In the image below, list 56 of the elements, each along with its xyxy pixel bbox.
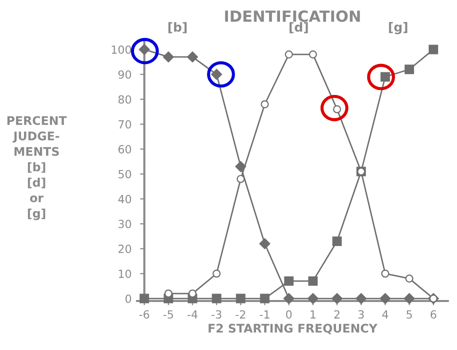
y-tick-label: 30 (118, 220, 132, 228)
point (259, 238, 270, 250)
point (187, 51, 198, 62)
x-tick-label: 5 (406, 310, 412, 319)
x-tick-label: 3 (358, 310, 364, 319)
point (260, 294, 270, 304)
point (308, 276, 318, 286)
y-axis-title: PERCENT JUDGE- MENTS [b] [d] or [g] (7, 116, 67, 220)
y-tick-label: 90 (118, 70, 132, 79)
point (260, 100, 269, 108)
x-axis-title: F2 STARTING FREQUENCY (208, 324, 378, 334)
x-tick-label: 4 (382, 310, 388, 318)
point (307, 293, 318, 304)
point (356, 293, 367, 304)
point (212, 270, 221, 278)
y-tick-label: 20 (118, 244, 132, 254)
point (236, 174, 245, 183)
point (332, 293, 343, 304)
x-tick-label: 6 (430, 310, 436, 319)
series-label: [b] (168, 22, 187, 34)
y-tick-label: 60 (118, 145, 132, 154)
point (404, 64, 414, 74)
point (162, 51, 174, 62)
y-tick-label: 40 (118, 194, 132, 204)
x-tick-label: -1 (260, 310, 270, 318)
y-tick-label: 0 (125, 294, 132, 303)
x-tick-label: 2 (334, 310, 340, 318)
y-tick-label: 100 (112, 45, 132, 54)
point (212, 294, 222, 304)
point (284, 50, 293, 58)
chart-title: IDENTIFICATION (225, 10, 360, 22)
point (381, 270, 390, 278)
point (404, 293, 415, 304)
x-tick-label: -2 (236, 310, 246, 318)
point (284, 276, 294, 286)
point (235, 161, 246, 172)
x-tick-label: -5 (163, 310, 173, 319)
point (308, 50, 317, 58)
x-tick-label: -4 (188, 310, 198, 318)
x-tick-label: 0 (286, 310, 292, 319)
x-tick-label: -6 (139, 310, 150, 319)
x-tick-label: -3 (212, 310, 222, 319)
y-tick-label: 10 (118, 270, 132, 278)
point (428, 44, 438, 54)
series-label: [g] (389, 22, 408, 34)
y-tick-label: 80 (118, 95, 132, 104)
point (380, 293, 391, 304)
point (236, 294, 246, 304)
point (332, 236, 342, 246)
y-tick-label: 50 (118, 170, 132, 178)
series-label: [d] (290, 22, 308, 34)
x-tick-label: 1 (310, 310, 316, 318)
y-tick-label: 70 (118, 120, 132, 129)
point (283, 293, 294, 304)
point (140, 294, 150, 304)
point (405, 274, 414, 283)
